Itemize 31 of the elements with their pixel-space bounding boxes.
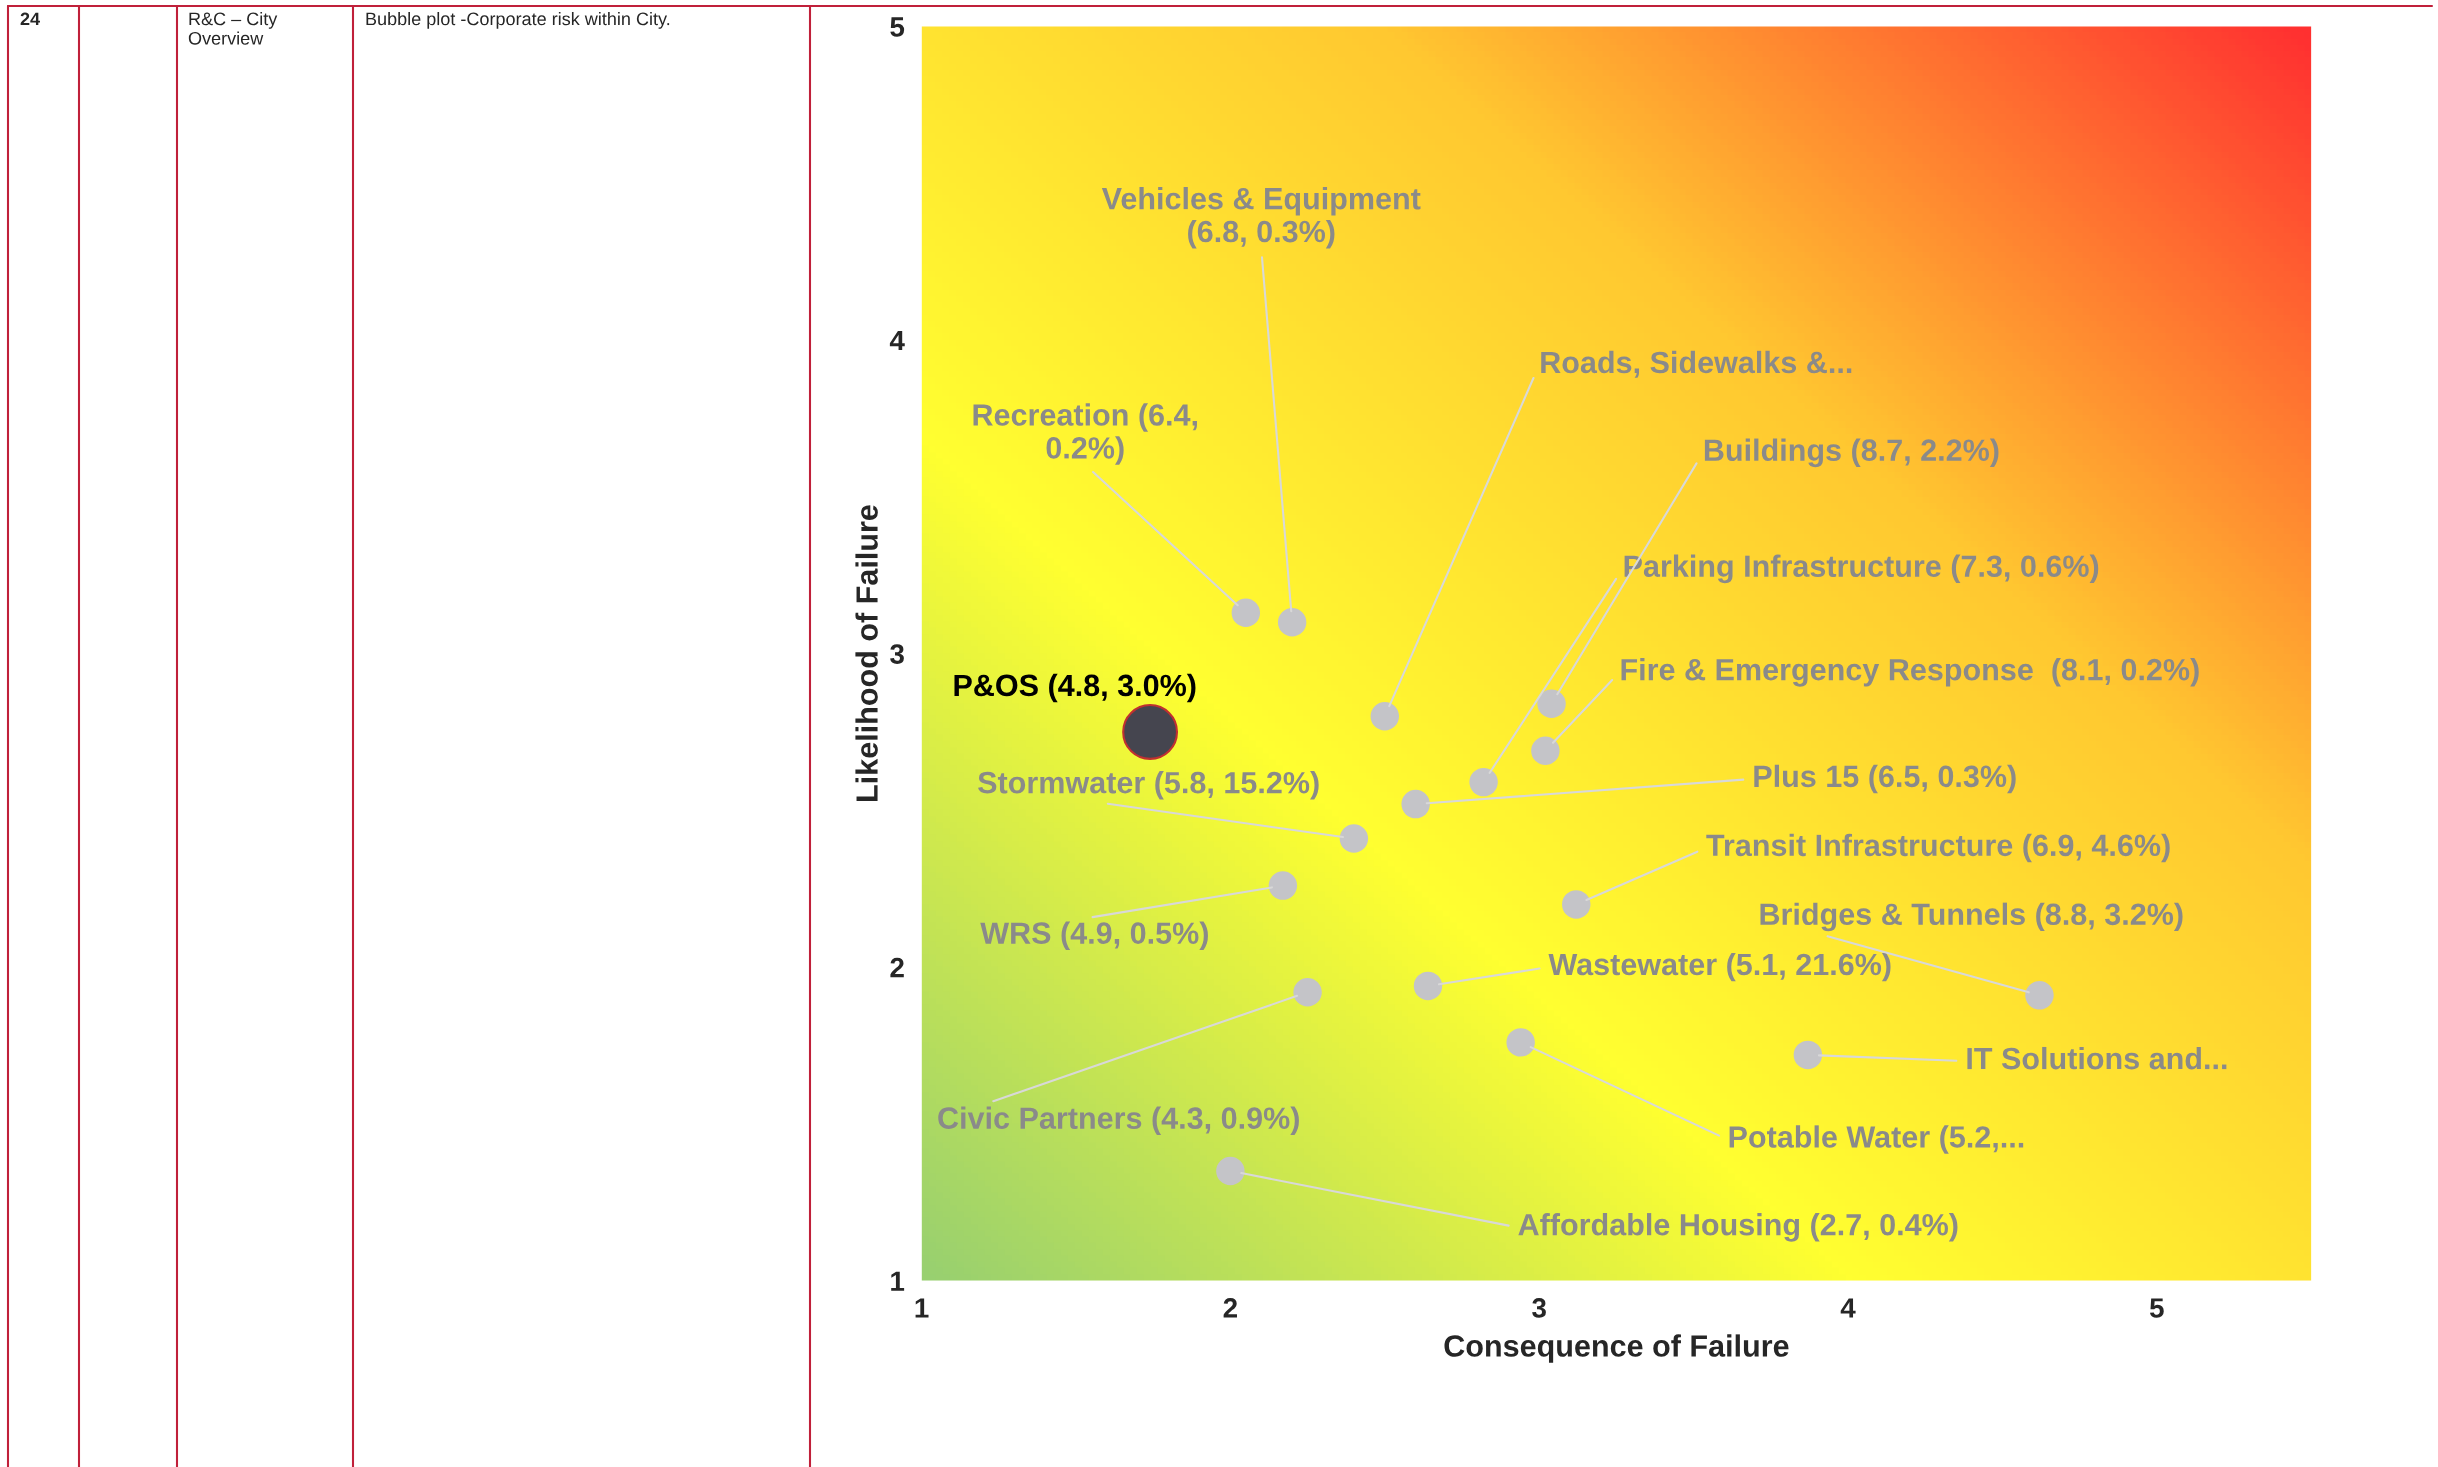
x-tick-label: 5: [2149, 1298, 2164, 1318]
y-axis-title: Likelihood of Failure: [855, 505, 878, 801]
text: Bubble plot -Corporate risk within City.: [366, 12, 670, 29]
data-label: Transit Infrastructure (6.9, 4.6%): [1706, 833, 2170, 863]
y-tick-label: 3: [890, 644, 904, 664]
data-label: Fire & Emergency Response (8.1, 0.2%): [1621, 658, 2199, 687]
data-label: WRS (4.9, 0.5%): [980, 921, 1208, 950]
data-label: IT Solutions and...: [1967, 1046, 2227, 1070]
data-label: Bridges & Tunnels (8.8, 3.2%): [1760, 902, 2183, 932]
y-tick-label: 5: [890, 17, 905, 37]
data-label: P&OS (4.8, 3.0%): [954, 673, 1196, 703]
x-tick-label: 2: [1223, 1298, 1237, 1318]
data-label: Plus 15 (6.5, 0.3%): [1754, 764, 2016, 794]
x-tick-label: 1: [915, 1298, 929, 1318]
x-axis-title: Consequence of Failure: [1444, 1334, 1789, 1363]
x-tick-label: 3: [1532, 1298, 1546, 1318]
data-label: Civic Partners (4.3, 0.9%): [938, 1106, 1299, 1136]
x-tick-label: 4: [1840, 1298, 1856, 1318]
y-tick-label: 2: [890, 957, 904, 978]
data-label: Stormwater (5.8, 15.2%): [978, 771, 1319, 800]
data-label: Affordable Housing (2.7, 0.4%): [1518, 1213, 1958, 1242]
data-label: Roads, Sidewalks &...: [1541, 350, 1852, 378]
y-tick-label: 4: [889, 330, 905, 351]
data-label: Buildings (8.7, 2.2%): [1704, 438, 1999, 468]
text: R&C – City Overview: [188, 12, 278, 45]
data-label: Wastewater (5.1, 21.6%): [1548, 952, 1891, 982]
data-label: Vehicles & Equipment (6.8, 0.3%): [1101, 186, 1421, 249]
data-label: Potable Water (5.2,...: [1729, 1125, 2024, 1154]
y-tick-label: 1: [891, 1271, 905, 1291]
data-label: Recreation (6.4, 0.2%): [973, 403, 1197, 465]
text: 24: [20, 12, 40, 26]
